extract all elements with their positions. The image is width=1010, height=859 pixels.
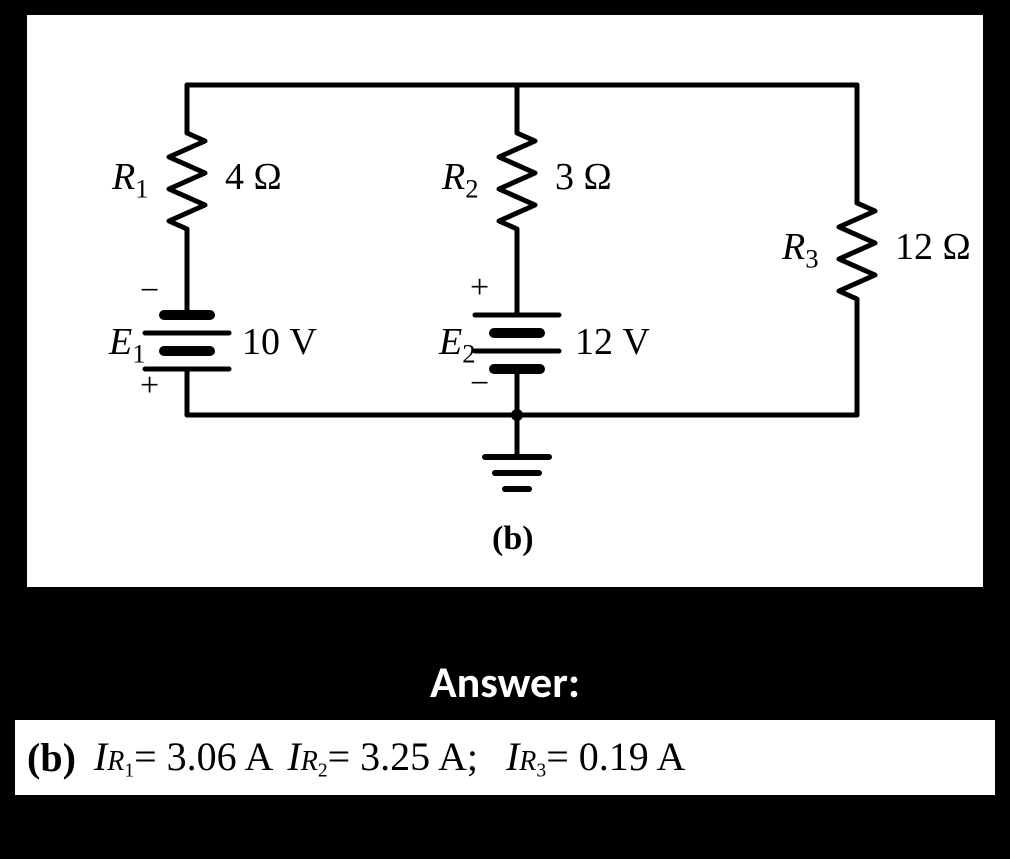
circuit-panel: R1 4 Ω R2 3 Ω R3 12 Ω E1 10 V − + E2 (27, 15, 983, 587)
e1-bottom-sign: + (140, 367, 159, 405)
e1-val: 10 (242, 321, 280, 363)
e2-name: E (439, 321, 462, 363)
label-e1: E1 (109, 320, 146, 370)
r2-val: 3 (555, 156, 574, 198)
page: R1 4 Ω R2 3 Ω R3 12 Ω E1 10 V − + E2 (0, 0, 1010, 859)
e2-val: 12 (575, 321, 613, 363)
value-e1: 10 V (242, 320, 317, 364)
ir2-I: I (287, 733, 300, 780)
ir2-n: 2 (318, 760, 328, 781)
e2-unit: V (623, 321, 650, 363)
value-r2: 3 Ω (555, 155, 612, 199)
ir3-R: R (519, 746, 536, 777)
label-r2: R2 (442, 155, 479, 205)
ir3-I: I (506, 733, 519, 780)
answer-ir2: IR2 = 3.25 A; (287, 733, 478, 783)
answer-heading: Answer: (0, 655, 1010, 709)
r1-sub: 1 (135, 174, 148, 204)
r1-name: R (112, 156, 135, 198)
answer-ir1: IR1 = 3.06 A (94, 733, 273, 783)
label-e2: E2 (439, 320, 476, 370)
ir2-R: R (301, 746, 318, 777)
e2-top-sign: + (470, 269, 489, 307)
e1-sub: 1 (132, 339, 145, 369)
answer-part-label: (b) (27, 734, 76, 781)
e1-top-sign: − (140, 272, 159, 310)
figure-label: (b) (492, 520, 534, 558)
value-r1: 4 Ω (225, 155, 282, 199)
ir1-n: 1 (124, 760, 134, 781)
ir3-eq: = 0.19 A (546, 733, 685, 780)
answer-ir3: IR3 = 0.19 A (506, 733, 685, 783)
r1-unit: Ω (254, 156, 282, 198)
ir1-eq: = 3.06 A (134, 733, 273, 780)
r1-val: 4 (225, 156, 244, 198)
r3-name: R (782, 226, 805, 268)
ir2-eq: = 3.25 A; (328, 733, 478, 780)
r3-sub: 3 (805, 244, 818, 274)
answer-panel: (b) IR1 = 3.06 A IR2 = 3.25 A; IR3 = 0.1… (15, 720, 995, 795)
e2-bottom-sign: − (470, 365, 489, 403)
label-r3: R3 (782, 225, 819, 275)
r2-unit: Ω (584, 156, 612, 198)
r2-name: R (442, 156, 465, 198)
ir1-R: R (107, 746, 124, 777)
r2-sub: 2 (465, 174, 478, 204)
e1-name: E (109, 321, 132, 363)
circuit-svg (27, 15, 983, 587)
ir1-I: I (94, 733, 107, 780)
r3-val: 12 (895, 226, 933, 268)
value-e2: 12 V (575, 320, 650, 364)
e1-unit: V (290, 321, 317, 363)
r3-unit: Ω (943, 226, 971, 268)
label-r1: R1 (112, 155, 149, 205)
ir3-n: 3 (536, 760, 546, 781)
value-r3: 12 Ω (895, 225, 971, 269)
